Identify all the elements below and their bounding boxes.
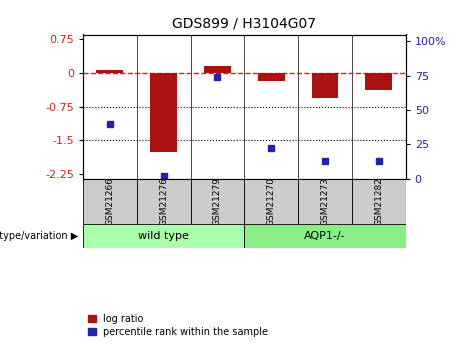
Bar bbox=[352, 179, 406, 224]
Bar bbox=[244, 179, 298, 224]
Title: GDS899 / H3104G07: GDS899 / H3104G07 bbox=[172, 17, 316, 31]
Bar bbox=[83, 224, 244, 248]
Text: GSM21273: GSM21273 bbox=[320, 177, 330, 226]
Text: genotype/variation ▶: genotype/variation ▶ bbox=[0, 231, 78, 241]
Text: GSM21282: GSM21282 bbox=[374, 177, 383, 226]
Bar bbox=[96, 70, 123, 73]
Bar bbox=[83, 179, 137, 224]
Text: AQP1-/-: AQP1-/- bbox=[304, 231, 346, 241]
Bar bbox=[190, 179, 244, 224]
Bar bbox=[365, 73, 392, 90]
Bar bbox=[150, 73, 177, 151]
Text: wild type: wild type bbox=[138, 231, 189, 241]
Bar bbox=[137, 179, 190, 224]
Legend: log ratio, percentile rank within the sample: log ratio, percentile rank within the sa… bbox=[88, 314, 268, 337]
Bar bbox=[312, 73, 338, 98]
Bar bbox=[244, 224, 406, 248]
Text: GSM21276: GSM21276 bbox=[159, 177, 168, 226]
Text: GSM21266: GSM21266 bbox=[106, 177, 114, 226]
Bar bbox=[298, 179, 352, 224]
Text: GSM21270: GSM21270 bbox=[267, 177, 276, 226]
Bar bbox=[204, 66, 231, 73]
Bar bbox=[258, 73, 284, 81]
Text: GSM21279: GSM21279 bbox=[213, 177, 222, 226]
